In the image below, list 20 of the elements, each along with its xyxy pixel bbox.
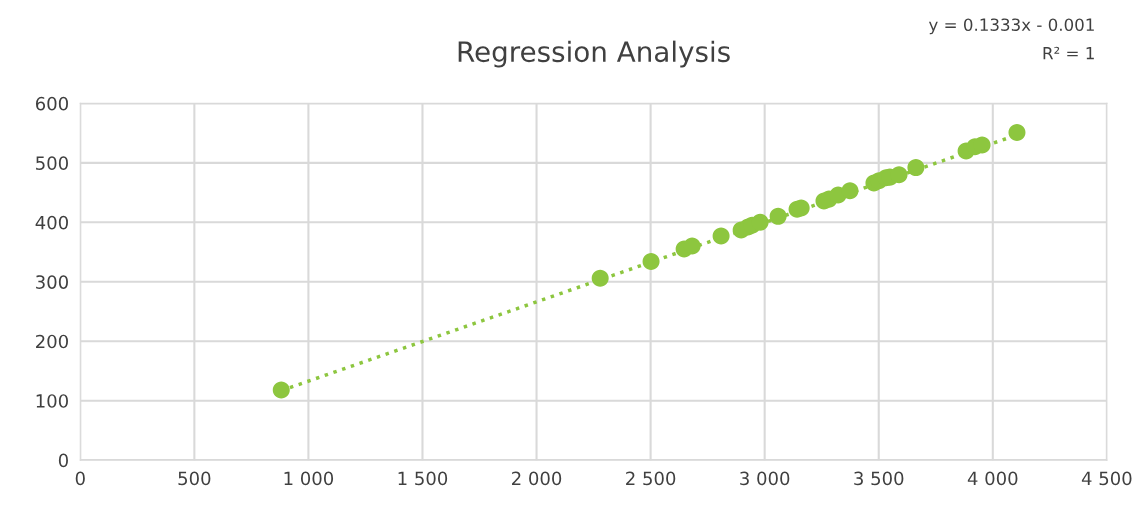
y-tick-label: 100 bbox=[36, 394, 68, 408]
x-tick-label: 2 500 bbox=[626, 471, 676, 486]
chart-title: Regression Analysis bbox=[458, 40, 730, 68]
y-tick-label: 300 bbox=[36, 275, 68, 289]
text: y = 0.1333x - 0.001 bbox=[928, 18, 1094, 35]
x-tick-label: 2 000 bbox=[512, 471, 562, 486]
x-tick-label: 3 500 bbox=[854, 471, 904, 486]
x-tick-label: 4 000 bbox=[967, 471, 1018, 486]
x-tick-label: 3 000 bbox=[740, 471, 790, 486]
y-tick-label: 0 bbox=[58, 453, 68, 468]
y-tick-label: 500 bbox=[36, 156, 68, 170]
y-tick-label: 600 bbox=[35, 96, 68, 111]
x-tick-label: 4 500 bbox=[1081, 471, 1132, 486]
x-tick-label: 500 bbox=[178, 471, 211, 486]
y-tick-label: 400 bbox=[35, 215, 68, 230]
x-tick-label: 1 000 bbox=[284, 471, 334, 486]
x-tick-label: 0 bbox=[75, 471, 85, 486]
x-tick-label: 1 500 bbox=[398, 471, 448, 486]
text: R² = 1 bbox=[1043, 46, 1094, 60]
y-tick-label: 200 bbox=[36, 334, 68, 349]
